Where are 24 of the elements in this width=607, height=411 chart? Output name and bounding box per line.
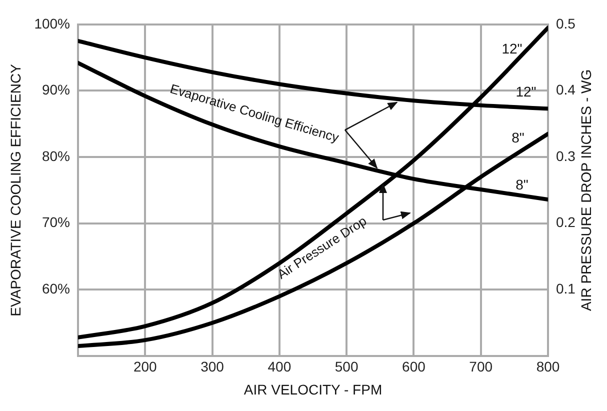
x-tick-label: 200 [133,358,158,374]
x-tick-label: 400 [268,358,292,374]
y-tick-label: 60% [42,280,70,297]
series-label: 12" [516,83,536,100]
y-tick-label: 70% [42,214,70,230]
x-tick-label: 300 [200,358,224,374]
y2-tick-label: 0.2 [556,214,576,230]
series-label: 12" [502,40,522,57]
x-tick-label: 800 [536,358,560,374]
x-tick-label: 500 [334,358,358,374]
y-axis-title: EVAPORATIVE COOLING EFFICIENCY [7,63,24,316]
x-tick-label: 600 [402,358,426,374]
x-tick-label: 700 [469,358,493,374]
y-tick-label: 90% [42,82,70,98]
y2-tick-label: 0.1 [556,280,576,297]
y2-axis-title: AIR PRESSURE DROP INCHES - WG [578,69,594,312]
y2-tick-label: 0.4 [556,82,576,98]
series-label: 8" [512,130,524,146]
y2-tick-label: 0.3 [556,148,576,164]
series-label: 8" [516,176,528,192]
y-tick-label: 100% [34,15,70,32]
x-axis-title: AIR VELOCITY - FPM [244,381,382,398]
y2-tick-label: 0.5 [556,15,576,32]
y-tick-label: 80% [42,148,70,164]
